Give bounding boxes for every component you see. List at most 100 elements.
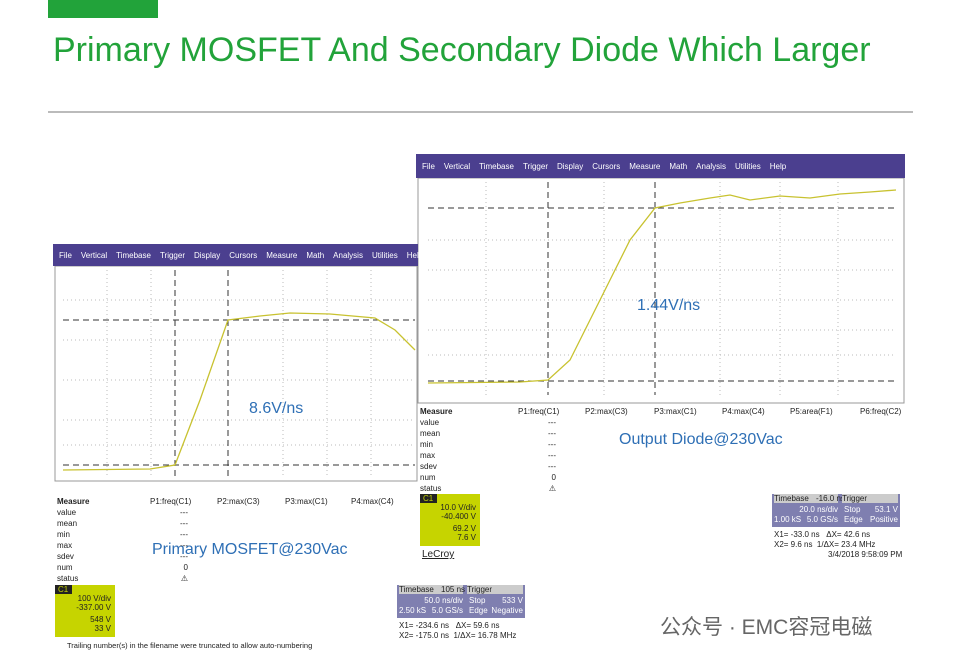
channel-v1: 548 V bbox=[90, 615, 111, 624]
brand: LeCroy bbox=[422, 549, 455, 560]
measure-title: Measure bbox=[420, 407, 453, 416]
timebase-field: Trigger bbox=[467, 585, 523, 594]
measure-value: --- bbox=[180, 508, 188, 517]
measure-param: P4:max(C4) bbox=[722, 407, 765, 416]
menu-item[interactable]: File bbox=[59, 250, 72, 260]
measure-row: status bbox=[420, 484, 442, 493]
menu-item[interactable]: Analysis bbox=[333, 250, 363, 260]
measure-value: --- bbox=[548, 418, 556, 427]
timebase-field: -16.0 ns bbox=[816, 494, 845, 503]
measure-value: ⚠ bbox=[180, 574, 188, 583]
timebase-field: 105 ns bbox=[441, 585, 466, 594]
measure-value: --- bbox=[180, 519, 188, 528]
slide-title: Primary MOSFET And Secondary Diode Which… bbox=[53, 31, 871, 69]
menu-item[interactable]: Analysis bbox=[696, 161, 726, 171]
channel-box: C1 10.0 V/div -40.400 V 69.2 V 7.6 V bbox=[420, 494, 480, 546]
menu-item[interactable]: Trigger bbox=[159, 250, 185, 260]
channel-scale: 10.0 V/div bbox=[440, 503, 476, 512]
measure-row: mean bbox=[420, 429, 441, 438]
timebase-field: 53.1 V bbox=[874, 505, 898, 514]
measure-value: 0 bbox=[551, 473, 556, 482]
menu-item[interactable]: Display bbox=[557, 161, 584, 171]
cursor-readout: X1= -234.6 ns ΔX= 59.6 ns bbox=[399, 621, 500, 630]
timebase-field: 5.0 GS/s bbox=[431, 606, 463, 615]
measure-value: ⚠ bbox=[548, 484, 556, 493]
timebase-field: 20.0 ns/div bbox=[799, 505, 838, 514]
measure-param: P4:max(C4) bbox=[351, 497, 394, 506]
menu-item[interactable]: Utilities bbox=[734, 161, 761, 171]
menu-item[interactable]: File bbox=[422, 161, 435, 171]
menu-item[interactable]: Trigger bbox=[522, 161, 548, 171]
channel-offset: -40.400 V bbox=[441, 512, 476, 521]
measure-row: mean bbox=[57, 519, 78, 528]
measure-value: 0 bbox=[183, 563, 188, 572]
footnote: Trailing number(s) in the filename were … bbox=[67, 641, 313, 650]
title-rule bbox=[48, 111, 913, 113]
timebase-field: Negative bbox=[491, 606, 523, 615]
measure-param: P6:freq(C2) bbox=[860, 407, 902, 416]
menu-bar: File Vertical Timebase Trigger Display Cursor… bbox=[53, 244, 423, 266]
measure-row: value bbox=[57, 508, 77, 517]
cursors bbox=[63, 270, 415, 478]
measure-row: num bbox=[57, 563, 73, 572]
menu-item[interactable]: Measure bbox=[266, 250, 298, 260]
menu-item[interactable]: Utilities bbox=[371, 250, 398, 260]
measure-row: sdev bbox=[57, 552, 74, 561]
menu-item[interactable]: Timebase bbox=[479, 161, 514, 171]
grid bbox=[63, 270, 415, 478]
left-plot bbox=[54, 265, 418, 482]
channel-scale: 100 V/div bbox=[77, 594, 111, 603]
measure-value: --- bbox=[180, 530, 188, 539]
plot-frame bbox=[417, 177, 905, 404]
menu-item[interactable]: Math bbox=[669, 161, 688, 171]
timebase-field: 50.0 ns/div bbox=[424, 596, 463, 605]
menu-item[interactable]: Help bbox=[769, 161, 787, 171]
cursor-readout: X2= 9.6 ns 1/ΔX= 23.4 MHz bbox=[774, 540, 876, 549]
waveform bbox=[427, 189, 897, 384]
menu-item[interactable]: Cursors bbox=[229, 250, 258, 260]
caption: Primary MOSFET@230Vac bbox=[152, 541, 348, 558]
menu-bar: File Vertical Timebase Trigger Display Cursor… bbox=[416, 154, 905, 178]
timebase-field: 2.50 kS bbox=[399, 606, 427, 615]
watermark: 公众号 · EMC容冠电磁 bbox=[660, 616, 873, 639]
channel-name: C1 bbox=[55, 585, 72, 594]
timebase-field: Stop bbox=[844, 505, 861, 514]
timebase-field: Edge bbox=[469, 606, 488, 615]
menu-item[interactable]: Display bbox=[194, 250, 221, 260]
measure-row: value bbox=[420, 418, 440, 427]
plot-frame bbox=[54, 265, 418, 482]
channel-box: C1 100 V/div -337.00 V 548 V 33 V bbox=[55, 585, 115, 637]
timebase-field: Positive bbox=[869, 515, 898, 524]
channel-offset: -337.00 V bbox=[76, 603, 111, 612]
menu-item[interactable]: Timebase bbox=[116, 250, 151, 260]
timebase-field: Stop bbox=[469, 596, 486, 605]
timebase-field: Trigger bbox=[842, 494, 898, 503]
cursors bbox=[428, 182, 896, 395]
measure-value: --- bbox=[548, 451, 556, 460]
date: 3/4/2018 9:58:09 PM bbox=[828, 550, 903, 559]
measure-row: min bbox=[57, 530, 70, 539]
measure-row: max bbox=[57, 541, 73, 550]
measure-value: --- bbox=[548, 440, 556, 449]
timebase-field: 5.0 GS/s bbox=[806, 515, 838, 524]
menu-item[interactable]: Cursors bbox=[592, 161, 621, 171]
rate-label: 1.44V/ns bbox=[637, 297, 701, 314]
cursor-readout: X2= -175.0 ns 1/ΔX= 16.78 MHz bbox=[399, 631, 517, 640]
measure-param: P1:freq(C1) bbox=[150, 497, 192, 506]
measure-row: min bbox=[420, 440, 433, 449]
rate-label: 8.6V/ns bbox=[249, 400, 304, 417]
menu-item[interactable]: Vertical bbox=[443, 161, 471, 171]
measure-row: status bbox=[57, 574, 79, 583]
menu-item[interactable]: Help bbox=[406, 250, 424, 260]
measure-title: Measure bbox=[57, 497, 90, 506]
right-plot bbox=[417, 177, 905, 404]
menu-item[interactable]: Math bbox=[306, 250, 325, 260]
measure-value: --- bbox=[180, 552, 188, 561]
measure-param: P1:freq(C1) bbox=[518, 407, 560, 416]
menu-item[interactable]: Vertical bbox=[80, 250, 108, 260]
timebase-field: 1.00 kS bbox=[774, 515, 802, 524]
caption: Output Diode@230Vac bbox=[619, 431, 783, 448]
menu-item[interactable]: Measure bbox=[629, 161, 661, 171]
